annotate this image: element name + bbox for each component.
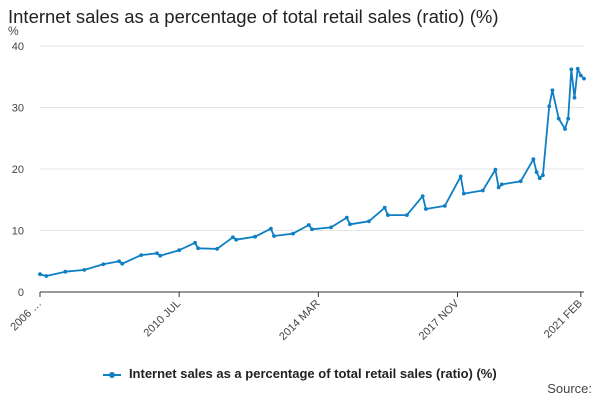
- data-point[interactable]: [101, 262, 106, 267]
- data-point[interactable]: [367, 219, 371, 224]
- data-point[interactable]: [120, 261, 125, 266]
- data-point[interactable]: [82, 268, 87, 272]
- data-point[interactable]: [572, 95, 577, 100]
- y-tick-label: 30: [12, 103, 24, 115]
- series-line: [39, 67, 585, 277]
- data-point[interactable]: [269, 226, 273, 231]
- data-point[interactable]: [556, 116, 561, 121]
- data-point[interactable]: [541, 173, 545, 178]
- data-point[interactable]: [405, 213, 409, 218]
- data-point[interactable]: [480, 188, 485, 193]
- data-point[interactable]: [499, 182, 504, 187]
- x-axis: 2006 … 2010 JUL 2014 MAR 2017 NOV 2021 FEB: [8, 291, 585, 343]
- data-point[interactable]: [578, 73, 583, 78]
- data-point[interactable]: [196, 246, 201, 251]
- data-point[interactable]: [566, 116, 571, 121]
- x-tick-label: 2014 MAR: [277, 298, 322, 343]
- data-point[interactable]: [158, 253, 163, 258]
- legend-line-marker-icon: [103, 370, 122, 380]
- x-tick-label: 2006 …: [8, 298, 44, 334]
- data-point[interactable]: [215, 247, 220, 251]
- x-tick-label: 2010 JUL: [141, 298, 183, 340]
- data-point[interactable]: [329, 225, 333, 230]
- data-point[interactable]: [382, 205, 387, 210]
- data-point[interactable]: [177, 248, 182, 253]
- data-point[interactable]: [569, 67, 574, 72]
- data-point[interactable]: [63, 269, 68, 274]
- data-point[interactable]: [442, 204, 447, 208]
- y-grid: [40, 45, 584, 231]
- data-point[interactable]: [496, 185, 501, 190]
- data-point[interactable]: [44, 274, 49, 278]
- data-point[interactable]: [493, 167, 498, 172]
- x-tick-label: 2021 FEB: [542, 298, 585, 341]
- data-point[interactable]: [291, 231, 295, 236]
- y-tick-label: 40: [12, 41, 24, 53]
- chart-title: Internet sales as a percentage of total …: [8, 6, 499, 27]
- data-point[interactable]: [117, 259, 121, 264]
- data-point[interactable]: [563, 127, 567, 131]
- series-group: [38, 66, 586, 278]
- legend-label: Internet sales as a percentage of total …: [128, 366, 497, 381]
- data-point[interactable]: [458, 174, 463, 179]
- data-point[interactable]: [531, 157, 536, 162]
- source-label: Source:: [547, 381, 592, 396]
- data-point[interactable]: [231, 235, 235, 240]
- y-tick-label: 10: [12, 226, 24, 238]
- y-tick-label: 20: [12, 164, 24, 176]
- data-point[interactable]: [155, 251, 159, 256]
- data-point[interactable]: [344, 215, 349, 220]
- y-axis-unit-label: %: [8, 24, 19, 38]
- data-point[interactable]: [420, 194, 425, 199]
- data-point[interactable]: [38, 272, 42, 277]
- data-point[interactable]: [518, 179, 523, 184]
- y-tick-label: 0: [18, 287, 24, 299]
- data-point[interactable]: [547, 104, 552, 109]
- data-point[interactable]: [253, 234, 257, 239]
- data-point[interactable]: [575, 66, 580, 71]
- data-point[interactable]: [461, 191, 466, 196]
- data-point[interactable]: [537, 176, 542, 181]
- x-tick-label: 2017 NOV: [417, 297, 462, 342]
- data-point[interactable]: [582, 76, 586, 81]
- data-point[interactable]: [386, 213, 390, 218]
- data-point[interactable]: [534, 170, 539, 175]
- legend[interactable]: Internet sales as a percentage of total …: [0, 366, 600, 381]
- data-point[interactable]: [139, 253, 144, 257]
- data-point[interactable]: [310, 227, 314, 232]
- y-axis: 0 10 20 30 40: [12, 41, 24, 299]
- data-point[interactable]: [348, 222, 352, 227]
- data-point[interactable]: [272, 234, 276, 238]
- data-point[interactable]: [234, 237, 239, 242]
- data-point[interactable]: [306, 223, 311, 227]
- data-point[interactable]: [193, 240, 197, 245]
- data-point[interactable]: [424, 207, 428, 211]
- data-point[interactable]: [550, 88, 555, 93]
